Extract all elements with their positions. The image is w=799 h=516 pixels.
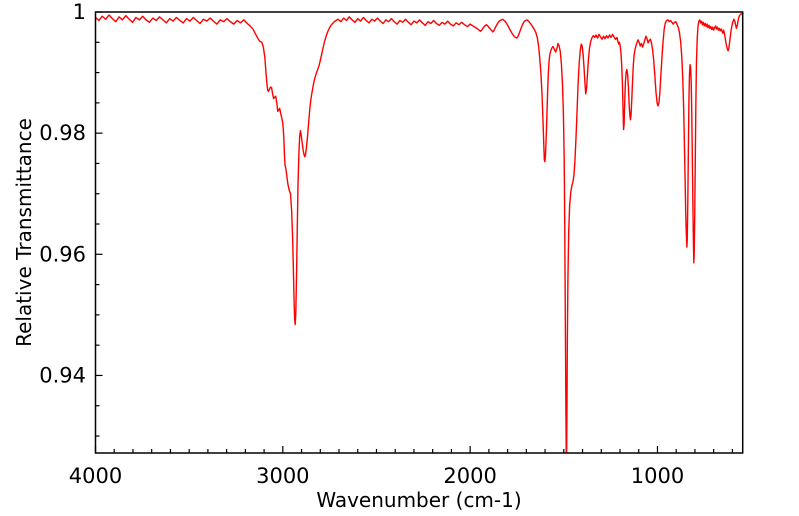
x-tick-label: 4000 <box>69 464 122 488</box>
x-tick-label: 2000 <box>443 464 496 488</box>
x-tick-labels: 4000 3000 2000 1000 <box>69 464 684 488</box>
spectrum-trace <box>95 12 743 453</box>
x-tick-label: 1000 <box>631 464 684 488</box>
y-tick-label: 1 <box>73 0 86 24</box>
y-tick-label: 0.94 <box>39 363 86 387</box>
x-tick-label: 3000 <box>256 464 309 488</box>
y-tick-label: 0.98 <box>39 121 86 145</box>
y-tick-labels: 1 0.98 0.96 0.94 <box>39 0 86 387</box>
x-axis-title: Wavenumber (cm-1) <box>316 488 521 512</box>
y-axis-title: Relative Transmittance <box>12 118 36 347</box>
y-tick-label: 0.96 <box>39 242 86 266</box>
plot-border <box>94 11 744 454</box>
